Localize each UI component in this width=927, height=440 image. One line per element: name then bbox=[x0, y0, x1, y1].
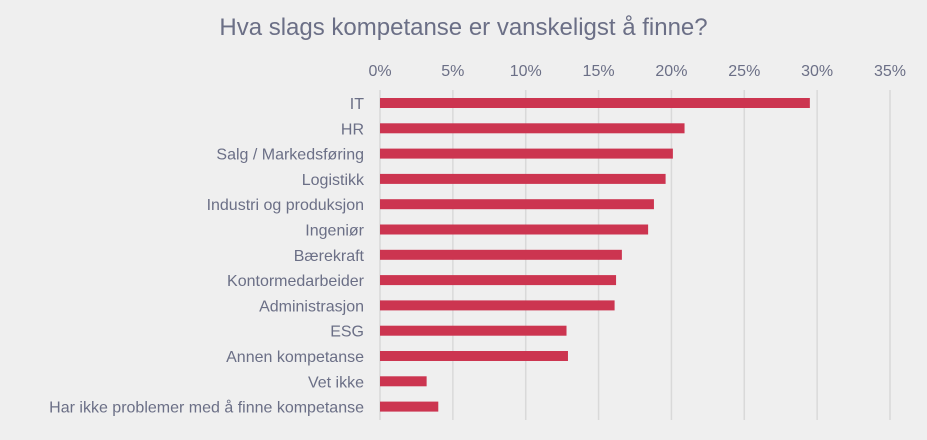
bar bbox=[380, 300, 615, 311]
category-label: Ingeniør bbox=[305, 223, 364, 240]
category-label: Bærekraft bbox=[294, 248, 365, 265]
bar bbox=[380, 376, 427, 387]
bar bbox=[380, 98, 810, 108]
bar bbox=[380, 325, 567, 336]
category-label: Har ikke problemer med å finne kompetans… bbox=[49, 399, 364, 417]
category-label: Vet ikke bbox=[308, 374, 364, 391]
category-label: IT bbox=[350, 96, 364, 113]
category-label: Kontormedarbeider bbox=[227, 273, 365, 290]
x-tick-label: 20% bbox=[655, 63, 687, 80]
bar bbox=[380, 199, 654, 210]
x-tick-label: 0% bbox=[368, 63, 391, 80]
chart-title: Hva slags kompetanse er vanskeligst å fi… bbox=[219, 14, 708, 41]
category-label: ESG bbox=[330, 324, 364, 341]
category-label: Industri og produksjon bbox=[207, 197, 364, 214]
x-tick-label: 35% bbox=[874, 63, 906, 80]
x-tick-label: 25% bbox=[728, 63, 760, 80]
category-label: Administrasjon bbox=[259, 298, 364, 315]
category-label: Annen kompetanse bbox=[226, 349, 364, 366]
category-label: Salg / Markedsføring bbox=[216, 147, 364, 164]
x-tick-label: 10% bbox=[510, 63, 542, 80]
category-label: Logistikk bbox=[302, 172, 365, 189]
bar bbox=[380, 249, 622, 260]
x-tick-label: 5% bbox=[441, 63, 464, 80]
x-tick-label: 15% bbox=[583, 63, 615, 80]
x-tick-label: 30% bbox=[801, 63, 833, 80]
bar bbox=[380, 224, 649, 235]
bar bbox=[380, 148, 673, 159]
category-label: HR bbox=[341, 121, 364, 138]
bar bbox=[380, 351, 568, 361]
bar bbox=[380, 275, 617, 286]
bar bbox=[380, 173, 666, 184]
bar bbox=[380, 401, 439, 412]
bar bbox=[380, 123, 685, 134]
